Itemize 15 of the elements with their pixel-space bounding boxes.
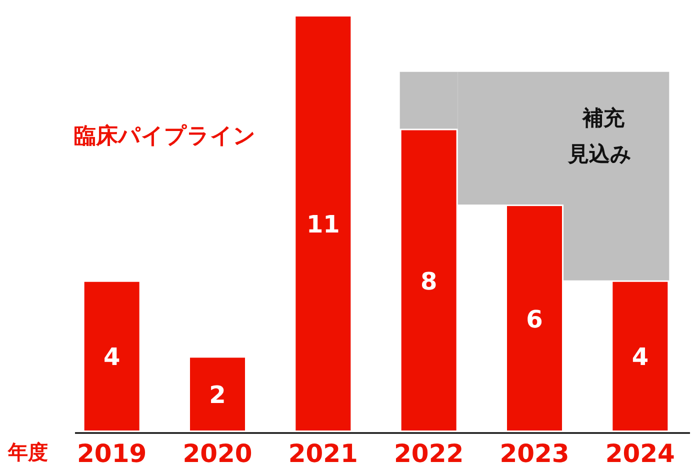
x-tick-label: 2019 xyxy=(77,439,147,464)
series-label: 補充見込み xyxy=(568,104,633,168)
x-tick-label: 2021 xyxy=(288,439,358,464)
x-tick-label: 2020 xyxy=(182,439,252,464)
data-label: 4 xyxy=(103,343,120,372)
data-label: 4 xyxy=(632,343,649,372)
x-axis-title: 年度 xyxy=(7,440,48,464)
data-label: 8 xyxy=(420,267,438,296)
x-tick-label: 2023 xyxy=(500,439,570,464)
x-tick-label: 2024 xyxy=(605,439,675,464)
x-tick-label: 2022 xyxy=(394,439,464,464)
data-label: 2 xyxy=(209,381,226,410)
data-label: 11 xyxy=(306,210,340,238)
text: 臨床パイプライン xyxy=(74,123,256,149)
data-label: 6 xyxy=(526,305,543,334)
